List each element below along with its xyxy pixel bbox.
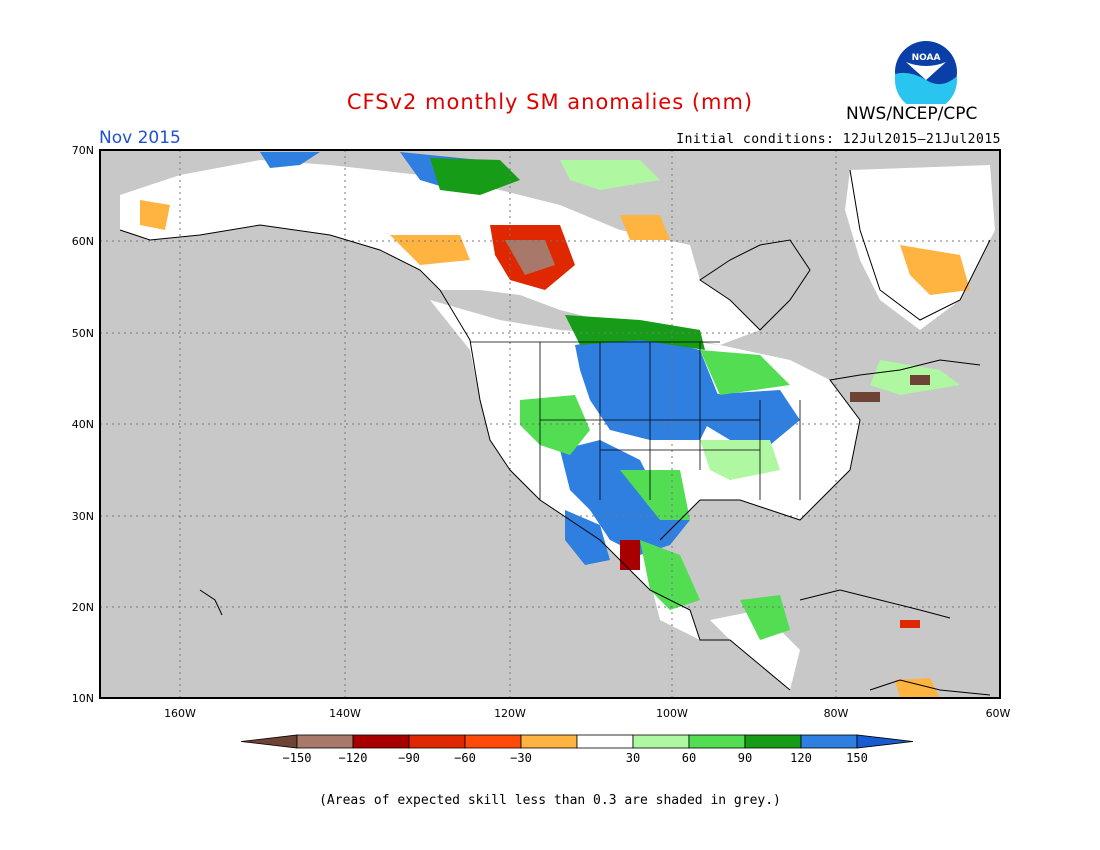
legend-swatch (520, 734, 578, 749)
logo-text: NOAA (912, 53, 941, 63)
legend-tick-label: −90 (398, 751, 420, 765)
legend-tick-label: 30 (626, 751, 640, 765)
legend-arrow-low (240, 734, 298, 749)
legend-arrow-high (856, 734, 914, 749)
longitude-labels: 160W 140W 120W 100W 80W 60W (164, 707, 1010, 720)
lon-label: 160W (164, 707, 196, 720)
lat-label: 70N (72, 144, 94, 157)
lon-label: 100W (656, 707, 688, 720)
lat-label: 40N (72, 418, 94, 431)
lon-label: 120W (494, 707, 526, 720)
legend-swatch (800, 734, 858, 749)
legend-tick-label: 60 (682, 751, 696, 765)
noaa-logo-icon: NOAA (895, 41, 957, 104)
lat-label: 60N (72, 235, 94, 248)
legend-swatch (576, 734, 634, 749)
legend-swatch (296, 734, 354, 749)
legend-swatch (688, 734, 746, 749)
lon-label: 80W (824, 707, 849, 720)
coastlines (119, 169, 991, 696)
legend-swatch (632, 734, 690, 749)
state-borders (470, 341, 801, 500)
color-legend: −150 −120 −90 −60 −30 30 60 90 120 150 (240, 734, 914, 765)
legend-swatch (744, 734, 802, 749)
footnote: (Areas of expected skill less than 0.3 a… (319, 793, 781, 808)
map-frame (99, 149, 1001, 699)
lon-label: 60W (986, 707, 1011, 720)
lat-label: 50N (72, 327, 94, 340)
lat-label: 20N (72, 601, 94, 614)
legend-swatch (352, 734, 410, 749)
legend-swatch (408, 734, 466, 749)
lat-label: 30N (72, 510, 94, 523)
map-title: CFSv2 monthly SM anomalies (mm) (346, 90, 754, 114)
lon-label: 140W (329, 707, 361, 720)
lat-label: 10N (72, 692, 94, 705)
legend-tick-label: 150 (846, 751, 868, 765)
legend-swatch (464, 734, 522, 749)
legend-tick-label: 90 (738, 751, 752, 765)
legend-tick-label: −120 (339, 751, 368, 765)
agency-label: NWS/NCEP/CPC (846, 104, 978, 124)
graticule (100, 150, 1000, 698)
legend-tick-label: −30 (510, 751, 532, 765)
legend-tick-label: 120 (790, 751, 812, 765)
legend-tick-label: −150 (283, 751, 312, 765)
initial-conditions: Initial conditions: 12Jul2015–21Jul2015 (676, 132, 1001, 147)
legend-tick-label: −60 (454, 751, 476, 765)
latitude-labels: 70N 60N 50N 40N 30N 20N 10N (72, 144, 94, 705)
forecast-period: Nov 2015 (99, 128, 181, 148)
